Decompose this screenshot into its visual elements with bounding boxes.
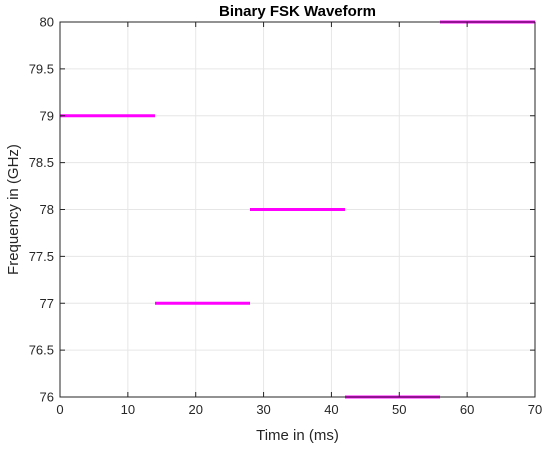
y-tick-label: 77.5 (29, 249, 54, 264)
x-tick-label: 0 (56, 402, 63, 417)
y-tick-label: 78 (40, 202, 54, 217)
x-tick-label: 60 (460, 402, 474, 417)
x-axis-label: Time in (ms) (256, 427, 339, 444)
y-tick-label: 79 (40, 108, 54, 123)
y-tick-label: 77 (40, 296, 54, 311)
x-tick-label: 20 (188, 402, 202, 417)
y-axis-label: Frequency in (GHz) (5, 144, 22, 275)
y-tick-label: 76 (40, 390, 54, 405)
y-tick-label: 76.5 (29, 343, 54, 358)
ticks: 0 10 20 30 40 50 60 70 76 76.5 77 77.5 78 78.5 79 79.5 8… (29, 15, 543, 418)
y-tick-label: 79.5 (29, 61, 54, 76)
x-tick-label: 50 (392, 402, 406, 417)
x-tick-label: 30 (256, 402, 270, 417)
x-tick-label: 10 (121, 402, 135, 417)
x-tick-label: 70 (528, 402, 542, 417)
y-tick-label: 80 (40, 15, 54, 30)
y-tick-label: 78.5 (29, 155, 54, 170)
chart-title: Binary FSK Waveform (219, 3, 376, 20)
x-tick-label: 40 (324, 402, 338, 417)
